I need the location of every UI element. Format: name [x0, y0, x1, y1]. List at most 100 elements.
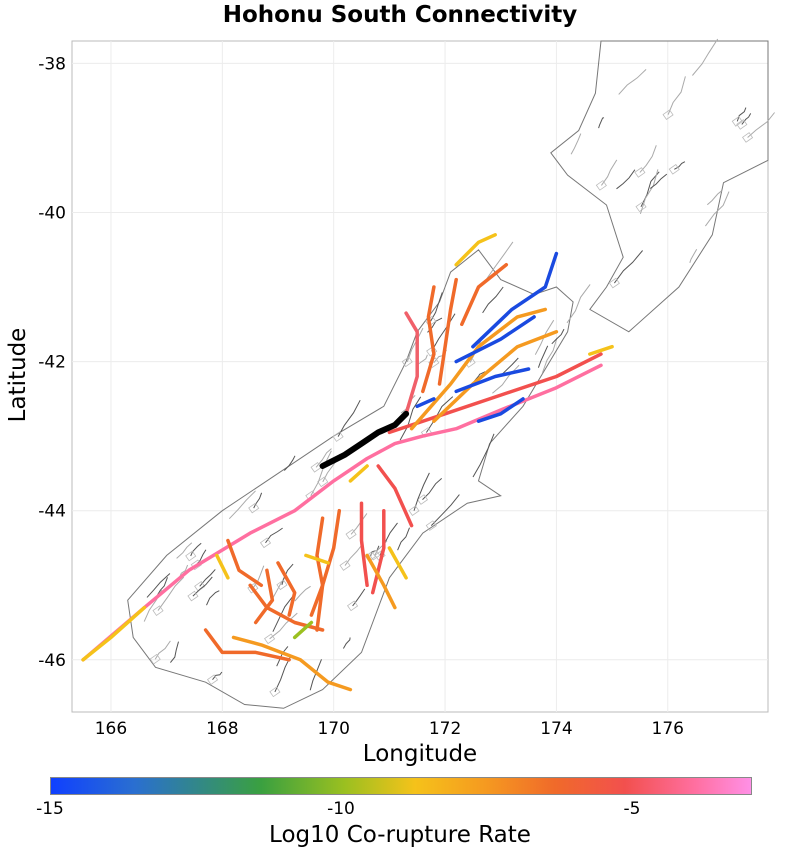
rupture-patch: [194, 581, 206, 592]
fault-trace: [253, 568, 275, 625]
fault-trace: [309, 516, 325, 617]
x-tick-label: 172: [429, 719, 461, 739]
x-tick-label: 166: [95, 719, 127, 739]
background-fault: [541, 337, 558, 374]
y-tick-label: -44: [38, 502, 66, 522]
rupture-patch: [347, 600, 359, 612]
colorbar-tick: -15: [36, 799, 64, 819]
background-fault: [570, 133, 582, 155]
fault-trace: [415, 397, 436, 409]
background-fault: [274, 656, 291, 693]
x-tick-label: 174: [540, 719, 572, 739]
background-fault: [741, 113, 752, 125]
fault-trace: [421, 285, 436, 394]
background-fault: [639, 145, 657, 173]
fault-trace: [203, 628, 291, 662]
rupture-patch: [736, 119, 748, 130]
colorbar-label: Log10 Co-rupture Rate: [269, 822, 531, 848]
background-fault: [192, 576, 213, 597]
rupture-patch: [269, 686, 281, 698]
rupture-patch: [595, 180, 607, 191]
fault-trace: [304, 553, 330, 565]
rupture-patch: [310, 462, 322, 473]
fault-trace: [376, 464, 414, 528]
rupture-patch: [608, 277, 620, 289]
background-fault: [283, 455, 296, 471]
fault-trace: [370, 508, 386, 595]
y-tick-label: -38: [38, 54, 66, 74]
background-fault: [406, 327, 424, 362]
colorbar-tick: -5: [623, 799, 641, 819]
rupture-patch: [187, 590, 199, 602]
background-fault: [618, 69, 647, 95]
rupture-patch: [149, 653, 161, 665]
fault-trace: [81, 605, 147, 662]
background-fault: [598, 117, 605, 129]
fault-trace: [476, 397, 525, 423]
rupture-patch: [369, 549, 381, 561]
background-fault: [616, 169, 636, 190]
fault-trace: [226, 538, 264, 588]
background-fault: [294, 585, 311, 602]
rupture-patch: [425, 520, 437, 531]
background-fault: [176, 542, 193, 559]
rupture-patch: [206, 674, 219, 686]
coloured-faults: [81, 233, 614, 692]
background-fault: [551, 328, 565, 345]
rupture-patch: [185, 550, 197, 562]
rupture-patch: [662, 109, 674, 121]
y-tick-label: -46: [38, 651, 66, 671]
background-fault: [472, 433, 495, 478]
background-fault: [399, 396, 422, 441]
rupture-patch: [332, 431, 344, 442]
background-fault: [228, 490, 256, 520]
background-fault: [486, 241, 514, 279]
fault-trace: [454, 367, 531, 394]
background-fault: [430, 292, 443, 322]
background-fault: [309, 659, 322, 691]
background-fault: [430, 494, 460, 526]
coastline-north: [550, 40, 769, 333]
rupture-patch: [416, 494, 429, 505]
background-fault: [473, 371, 486, 382]
fault-trace: [365, 553, 397, 610]
x-tick-label: 168: [206, 719, 238, 739]
background-fault: [566, 284, 591, 324]
rupture-patch: [248, 502, 260, 514]
selected-fault: [319, 410, 410, 469]
rupture-patch: [742, 132, 754, 143]
fault-trace: [276, 561, 297, 617]
fault-trace: [409, 307, 548, 431]
background-fault: [253, 492, 263, 509]
background-fault: [154, 640, 171, 660]
fault-trace: [471, 251, 559, 349]
background-fault: [613, 250, 643, 284]
background-fault: [640, 171, 660, 208]
background-fault: [689, 248, 698, 263]
y-tick-label: -40: [38, 203, 66, 223]
x-tick-label: 176: [652, 719, 684, 739]
background-fault: [706, 190, 723, 206]
background-fault: [310, 450, 332, 497]
fault-trace: [454, 315, 536, 364]
fault-trace: [348, 464, 369, 483]
background-fault: [639, 169, 659, 215]
rupture-patch: [276, 579, 288, 591]
rupture-patch: [634, 167, 646, 178]
rupture-patch: [731, 116, 743, 127]
background-fault: [337, 399, 361, 437]
background-fault: [674, 161, 686, 170]
background-fault: [146, 573, 171, 598]
colorbar-tick: -10: [327, 799, 355, 819]
rupture-patch: [339, 560, 351, 571]
background-fault: [431, 313, 456, 352]
background-fault: [315, 448, 332, 468]
rupture-patch: [401, 356, 413, 368]
colorbar: [50, 777, 752, 795]
gridlines: [72, 41, 768, 712]
background-fault: [736, 107, 747, 122]
y-axis-label: Latitude: [5, 327, 31, 423]
background-fault: [157, 576, 185, 611]
background-fault: [269, 612, 298, 640]
background-fault: [600, 159, 618, 186]
